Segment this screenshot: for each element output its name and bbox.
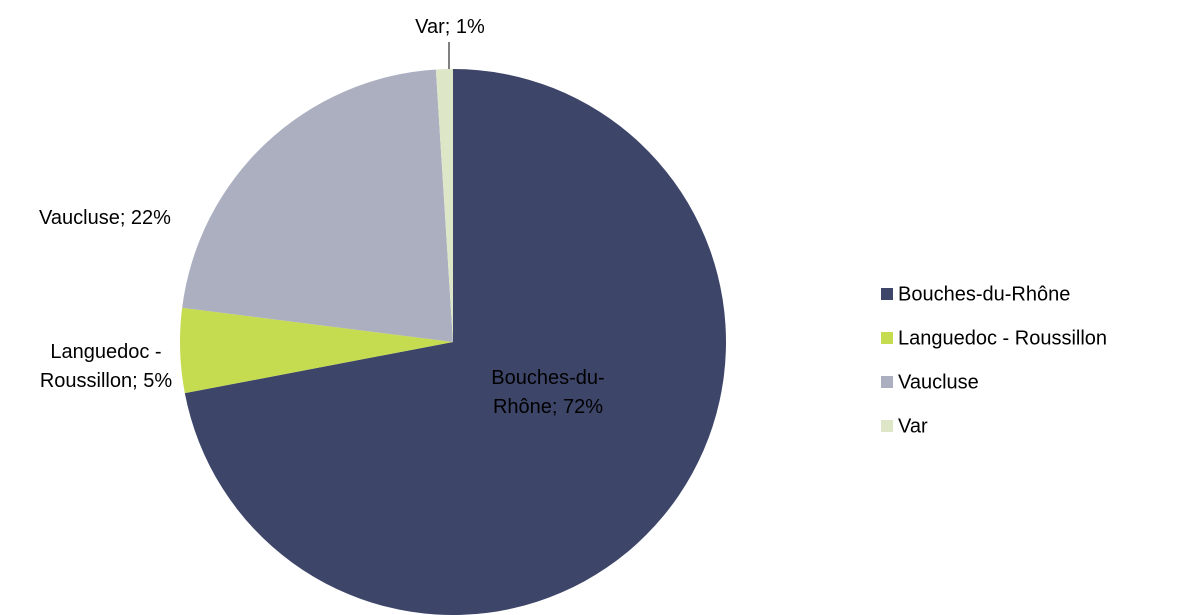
pie-slice — [435, 69, 453, 342]
legend-swatch — [881, 288, 893, 300]
legend-swatch — [881, 332, 893, 344]
legend-label: Bouches-du-Rhône — [898, 283, 1070, 305]
pie-slice — [179, 307, 453, 394]
pie-slice — [184, 69, 726, 615]
data-label: Vaucluse; 22% — [39, 207, 171, 229]
data-label: Bouches-du-Rhône; 72% — [491, 367, 605, 418]
data-label: Languedoc - Roussillon; 5% — [39, 341, 173, 392]
legend-label: Languedoc - Roussillon — [898, 327, 1107, 349]
legend-swatch — [881, 420, 893, 432]
data-label: Var; 1% — [415, 16, 485, 38]
pie-slice — [182, 69, 453, 343]
legend-label: Var — [898, 415, 928, 437]
legend-swatch — [881, 376, 893, 388]
legend-label: Vaucluse — [898, 371, 979, 393]
